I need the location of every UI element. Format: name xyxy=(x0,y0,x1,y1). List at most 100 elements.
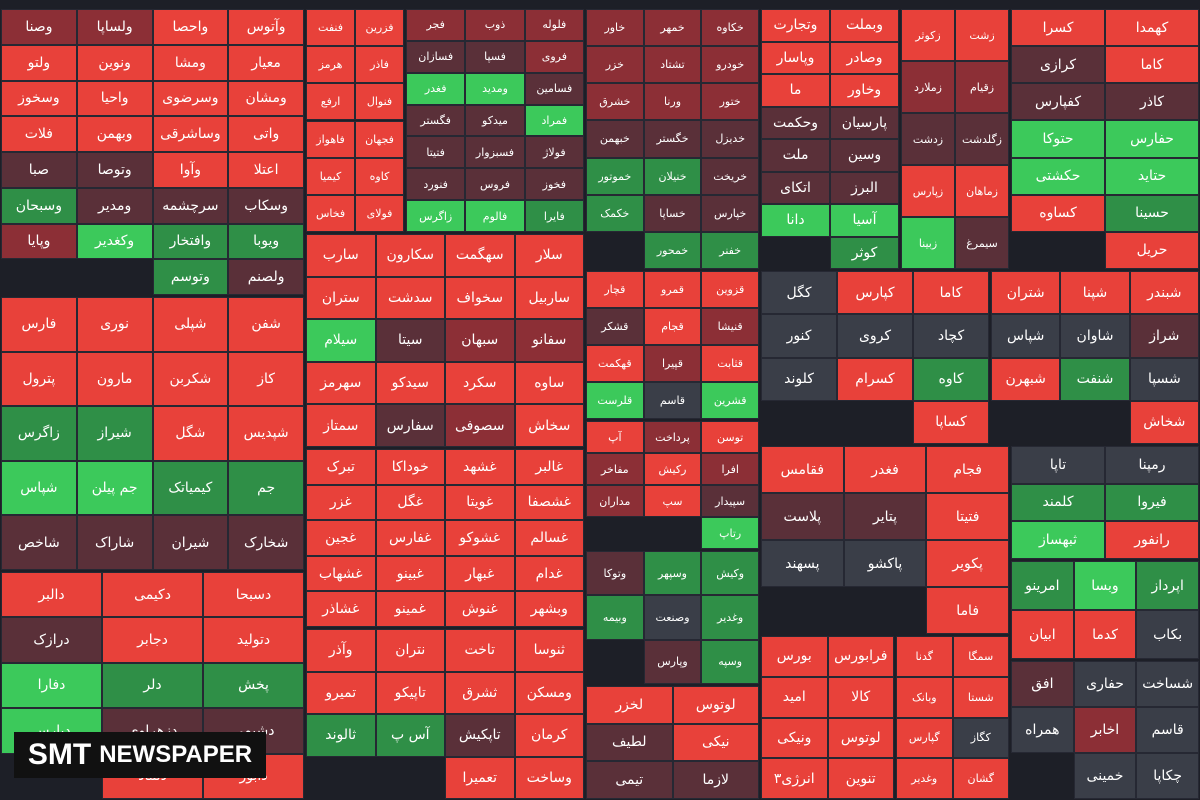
stock-tile[interactable]: وسبحان xyxy=(1,187,77,224)
stock-tile[interactable]: کگاز xyxy=(952,717,1009,759)
stock-tile[interactable]: حفاری xyxy=(1073,661,1137,707)
stock-tile[interactable]: شراز xyxy=(1129,314,1199,358)
stock-tile[interactable]: فغدر xyxy=(406,72,466,105)
stock-tile[interactable]: غنوش xyxy=(445,591,515,627)
stock-tile[interactable]: سیمرغ xyxy=(955,217,1009,269)
stock-tile[interactable]: سهگمت xyxy=(445,234,515,277)
stock-tile[interactable]: پترول xyxy=(1,351,77,407)
stock-tile[interactable]: لوتوس xyxy=(672,686,759,724)
stock-tile[interactable]: سکرد xyxy=(445,361,515,405)
stock-tile[interactable]: خوداکا xyxy=(375,449,445,485)
stock-tile[interactable]: خساپا xyxy=(643,194,702,232)
stock-tile[interactable]: جم پیلن xyxy=(76,460,153,516)
stock-tile[interactable]: ثالوند xyxy=(306,714,376,757)
stock-tile[interactable]: شپنا xyxy=(1060,271,1130,315)
stock-tile[interactable]: شگل xyxy=(152,406,229,461)
stock-tile[interactable]: زاگرس xyxy=(406,200,466,232)
stock-tile[interactable]: وخاور xyxy=(830,74,899,107)
stock-tile[interactable]: ونوین xyxy=(76,44,153,81)
stock-tile[interactable]: وتجارت xyxy=(761,9,830,42)
stock-tile[interactable]: پارسیان xyxy=(830,106,899,139)
stock-tile[interactable]: فسازان xyxy=(406,40,466,73)
stock-tile[interactable]: زکوثر xyxy=(901,9,955,61)
stock-tile[interactable]: فاما xyxy=(926,587,1009,634)
stock-tile[interactable]: فغدر xyxy=(843,446,927,493)
stock-tile[interactable]: واتی xyxy=(228,116,304,152)
stock-tile[interactable]: زپارس xyxy=(901,165,955,217)
stock-tile[interactable]: شساخت xyxy=(1136,661,1199,707)
stock-tile[interactable]: امید xyxy=(761,676,828,718)
stock-tile[interactable]: وبشهر xyxy=(514,591,584,627)
stock-tile[interactable]: ثنوسا xyxy=(514,629,584,672)
stock-tile[interactable]: وسرضوی xyxy=(152,80,229,117)
stock-tile[interactable]: وصنا xyxy=(1,9,77,45)
stock-tile[interactable]: انرژی۳ xyxy=(761,758,828,799)
stock-tile[interactable]: وبانک xyxy=(896,676,953,718)
stock-tile[interactable]: ولصنم xyxy=(228,259,304,295)
stock-tile[interactable]: ساربیل xyxy=(514,276,584,320)
stock-tile[interactable]: افرا xyxy=(701,453,759,485)
stock-tile[interactable]: ساوه xyxy=(514,361,584,405)
stock-tile[interactable]: ما xyxy=(761,74,830,107)
stock-tile[interactable]: تاپکیش xyxy=(445,714,515,757)
stock-tile[interactable]: رکیش xyxy=(643,453,702,485)
stock-tile[interactable]: زگلدشت xyxy=(955,113,1009,165)
stock-tile[interactable]: خشرق xyxy=(586,83,644,121)
stock-tile[interactable]: فتیتا xyxy=(406,136,466,169)
stock-tile[interactable]: فگستر xyxy=(406,104,466,137)
stock-tile[interactable]: فولای xyxy=(355,194,404,232)
stock-tile[interactable]: خودرو xyxy=(701,46,759,84)
stock-tile[interactable]: اعتلا xyxy=(228,152,304,188)
stock-tile[interactable]: فلات xyxy=(1,116,77,152)
stock-tile[interactable]: کاما xyxy=(913,271,989,315)
stock-tile[interactable]: اخابر xyxy=(1073,707,1137,753)
stock-tile[interactable]: دانا xyxy=(761,204,830,237)
stock-tile[interactable]: فنورد xyxy=(406,168,466,201)
stock-tile[interactable]: وبسا xyxy=(1073,561,1137,610)
stock-tile[interactable]: کهمدا xyxy=(1105,9,1199,47)
stock-tile[interactable]: غشصفا xyxy=(514,484,584,521)
stock-tile[interactable]: کاوه xyxy=(355,157,404,195)
stock-tile[interactable]: کرمان xyxy=(514,714,584,757)
stock-tile[interactable]: حتاید xyxy=(1105,157,1199,195)
stock-tile[interactable]: سصوفی xyxy=(445,404,515,447)
stock-tile[interactable]: زقیام xyxy=(955,61,1009,113)
stock-tile[interactable]: فاهواز xyxy=(306,120,355,158)
stock-tile[interactable]: رمپنا xyxy=(1105,446,1199,484)
stock-tile[interactable]: لطیف xyxy=(586,723,673,762)
stock-tile[interactable]: وغدیر xyxy=(701,595,759,640)
stock-tile[interactable]: سبهان xyxy=(445,319,515,362)
stock-tile[interactable]: تیمی xyxy=(586,761,673,799)
stock-tile[interactable]: فمراد xyxy=(524,104,584,137)
stock-tile[interactable]: پتایر xyxy=(843,493,927,540)
stock-tile[interactable]: فالوم xyxy=(465,200,525,232)
stock-tile[interactable]: شبندر xyxy=(1129,271,1199,315)
stock-tile[interactable]: فولاژ xyxy=(524,136,584,169)
stock-tile[interactable]: وافتخار xyxy=(152,223,229,260)
stock-tile[interactable]: سمگا xyxy=(952,636,1009,677)
stock-tile[interactable]: کرازی xyxy=(1011,46,1105,84)
stock-tile[interactable]: غشهاب xyxy=(306,555,376,592)
stock-tile[interactable]: سارب xyxy=(306,234,376,277)
stock-tile[interactable]: ختور xyxy=(701,83,759,121)
stock-tile[interactable]: شیران xyxy=(152,515,229,570)
stock-tile[interactable]: اپرداز xyxy=(1136,561,1199,610)
stock-tile[interactable]: شخاش xyxy=(1129,400,1199,444)
stock-tile[interactable]: غبینو xyxy=(375,555,445,592)
stock-tile[interactable]: وآذر xyxy=(306,629,376,672)
stock-tile[interactable]: سپ xyxy=(643,485,702,517)
stock-tile[interactable]: غبهار xyxy=(445,555,515,592)
stock-tile[interactable]: فیروا xyxy=(1105,483,1199,522)
stock-tile[interactable]: وساخت xyxy=(514,756,584,799)
stock-tile[interactable]: کگل xyxy=(761,271,837,315)
stock-tile[interactable]: وغدیر xyxy=(896,758,953,799)
stock-tile[interactable]: کفپارس xyxy=(1011,83,1105,121)
stock-tile[interactable]: فسپا xyxy=(465,40,525,73)
stock-tile[interactable]: قاسم xyxy=(643,382,702,419)
stock-tile[interactable]: قجام xyxy=(643,308,702,345)
stock-tile[interactable]: هرمز xyxy=(306,46,355,84)
stock-tile[interactable]: غفارس xyxy=(375,520,445,556)
stock-tile[interactable]: معیار xyxy=(228,44,304,81)
stock-tile[interactable]: خزر xyxy=(586,46,644,84)
stock-tile[interactable]: شکربن xyxy=(152,351,229,407)
